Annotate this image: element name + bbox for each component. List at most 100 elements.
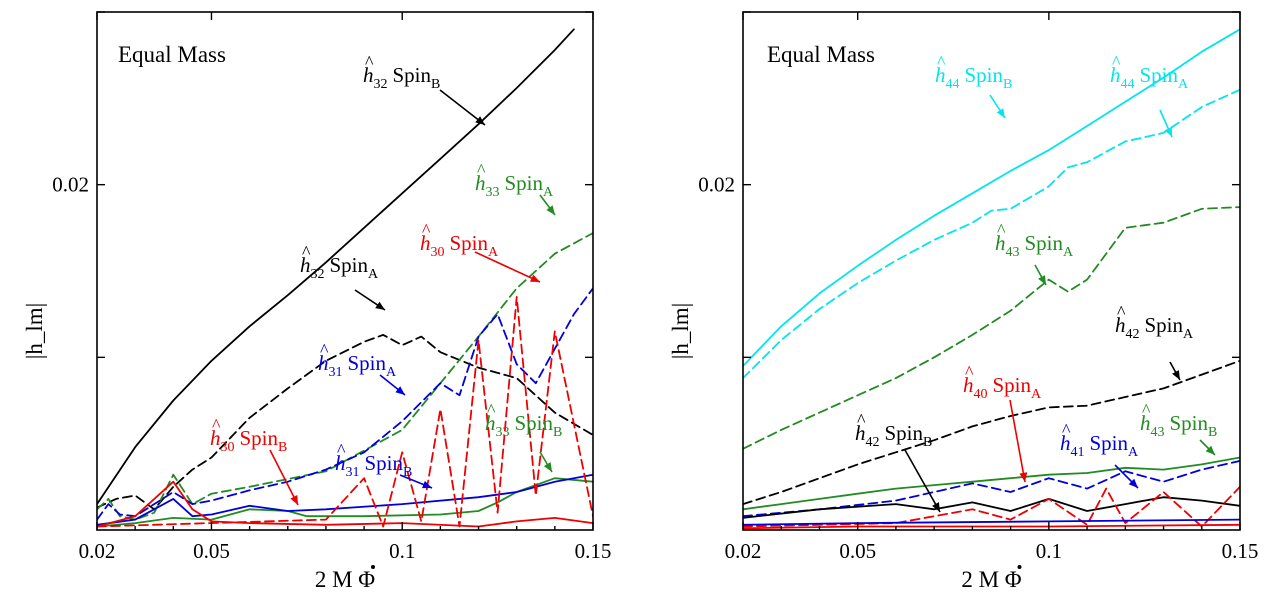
series-line-h43-spina bbox=[743, 206, 1240, 450]
annotation-label: h44 SpinB bbox=[935, 63, 1012, 92]
series-group bbox=[97, 28, 593, 528]
series-line-h44-spina bbox=[743, 88, 1240, 379]
series-line-h31-spinb bbox=[97, 473, 593, 526]
hat-mark: ^ bbox=[1112, 52, 1121, 72]
plot-frame bbox=[96, 11, 594, 531]
hat-mark: ^ bbox=[997, 220, 1006, 240]
arrow-head bbox=[1205, 445, 1215, 455]
x-tick-label: 0.05 bbox=[193, 539, 230, 563]
arrow-head bbox=[1128, 478, 1138, 488]
hat-mark: ^ bbox=[320, 340, 329, 360]
series-line-h41-spinb bbox=[743, 518, 1240, 526]
y-tick-label: 0.02 bbox=[698, 173, 735, 197]
hat-mark: ^ bbox=[1142, 400, 1151, 420]
hat-mark: ^ bbox=[337, 440, 346, 460]
annotation-h32-spina: ^h32 SpinA bbox=[300, 242, 386, 311]
arrow-head bbox=[290, 495, 298, 505]
hat-mark: ^ bbox=[212, 415, 221, 435]
annotation-h42-spina: ^h42 SpinA bbox=[1115, 302, 1194, 381]
annotation-label: h31 SpinB bbox=[335, 451, 412, 480]
annotation-h32-spinb: ^h32 SpinB bbox=[363, 52, 486, 126]
series-line-h31-spina bbox=[97, 287, 593, 521]
annotation-label: h33 SpinA bbox=[475, 171, 554, 200]
arrow-head bbox=[395, 386, 405, 395]
annotation-h44-spinb: ^h44 SpinB bbox=[935, 52, 1012, 119]
hat-mark: ^ bbox=[422, 220, 431, 240]
annotation-label: h32 SpinB bbox=[363, 63, 440, 92]
annotation-h33-spina: ^h33 SpinA bbox=[475, 160, 556, 216]
arrow-head bbox=[543, 462, 552, 472]
hat-mark: ^ bbox=[937, 52, 946, 72]
y-axis-label: |h_lm| bbox=[668, 303, 693, 360]
annotation-label: h30 SpinB bbox=[210, 426, 287, 455]
hat-mark: ^ bbox=[1062, 420, 1071, 440]
hat-mark: ^ bbox=[487, 400, 496, 420]
annotation-label: h41 SpinA bbox=[1060, 431, 1139, 460]
x-tick-label: 0.1 bbox=[389, 539, 415, 563]
arrow-head bbox=[475, 116, 485, 125]
arrow-head bbox=[932, 502, 940, 512]
arrow-head bbox=[1164, 127, 1172, 137]
arrow-head bbox=[1172, 370, 1180, 380]
x-axis-label: 2 M Φ bbox=[961, 567, 1021, 592]
series-line-h44-spinb bbox=[743, 28, 1240, 367]
hat-mark: ^ bbox=[477, 160, 486, 180]
arrow-head bbox=[996, 108, 1005, 118]
phi-dot bbox=[371, 565, 375, 569]
arrow-head bbox=[1019, 472, 1028, 482]
x-tick-label: 0.1 bbox=[1036, 539, 1062, 563]
series-line-h32-spinb bbox=[97, 28, 575, 505]
x-tick-label: 0.15 bbox=[575, 539, 612, 563]
annotation-h30-spina: ^h30 SpinA bbox=[420, 220, 541, 283]
annotation-label: h33 SpinB bbox=[485, 411, 562, 440]
x-tick-label: 0.15 bbox=[1222, 539, 1259, 563]
x-axis-label: 2 M Φ bbox=[315, 567, 375, 592]
annotation-h44-spina: ^h44 SpinA bbox=[1110, 52, 1189, 138]
y-axis-label: |h_lm| bbox=[22, 303, 47, 360]
annotation-arrow bbox=[474, 251, 541, 283]
annotation-h43-spinb: ^h43 SpinB bbox=[1140, 400, 1217, 456]
panel-title: Equal Mass bbox=[767, 42, 875, 67]
annotation-label: h44 SpinA bbox=[1110, 63, 1189, 92]
annotation-h41-spina: ^h41 SpinA bbox=[1060, 420, 1139, 489]
annotation-h42-spinb: ^h42 SpinB bbox=[855, 410, 941, 513]
plot-frame bbox=[742, 11, 1241, 531]
panel-title: Equal Mass bbox=[118, 42, 226, 67]
annotation-h30-spinb: ^h30 SpinB bbox=[210, 415, 299, 506]
series-line-h41-spina bbox=[743, 460, 1240, 518]
phi-dot bbox=[1017, 565, 1022, 569]
x-tick-label: 0.02 bbox=[725, 539, 762, 563]
annotation-label: h43 SpinA bbox=[995, 231, 1074, 260]
right-panel: 0.02 0.05 0.1 0.15 0.02 2 M Φ |h_lm| Equal Mass… bbox=[668, 11, 1259, 592]
annotation-arrow bbox=[439, 89, 486, 126]
series-line-h40-spinb bbox=[743, 523, 1240, 530]
annotation-label: h32 SpinA bbox=[300, 253, 379, 282]
hat-mark: ^ bbox=[857, 410, 866, 430]
annotation-label: h31 SpinA bbox=[318, 351, 397, 380]
arrow-head bbox=[422, 480, 432, 489]
annotation-h40-spina: ^h40 SpinA bbox=[963, 362, 1042, 483]
annotation-label: h43 SpinB bbox=[1140, 411, 1217, 440]
x-tick-label: 0.05 bbox=[839, 539, 876, 563]
annotation-h31-spinb: ^h31 SpinB bbox=[335, 440, 433, 489]
series-line-h33-spinb bbox=[97, 477, 593, 528]
annotation-arrow bbox=[1009, 399, 1026, 483]
annotation-arrow bbox=[269, 449, 299, 506]
arrow-head bbox=[375, 301, 385, 310]
x-tick-label: 0.02 bbox=[79, 539, 116, 563]
annotation-label: h42 SpinA bbox=[1115, 313, 1194, 342]
arrow-head bbox=[546, 205, 555, 215]
annotation-label: h42 SpinB bbox=[855, 421, 932, 450]
hat-mark: ^ bbox=[302, 242, 311, 262]
hat-mark: ^ bbox=[1117, 302, 1126, 322]
series-line-h30-spinb bbox=[97, 480, 593, 528]
series-line-h42-spinb bbox=[743, 496, 1240, 519]
series-group bbox=[743, 28, 1240, 530]
series-line-h40-spina bbox=[743, 485, 1240, 528]
left-panel: 0.02 0.05 0.1 0.15 0.02 2 M Φ |h_lm| Equal Mass… bbox=[22, 11, 612, 592]
hat-mark: ^ bbox=[965, 362, 974, 382]
series-line-h42-spina bbox=[743, 359, 1240, 505]
annotation-label: h40 SpinA bbox=[963, 373, 1042, 402]
arrow-head bbox=[1038, 275, 1046, 285]
annotation-arrow bbox=[904, 449, 941, 513]
